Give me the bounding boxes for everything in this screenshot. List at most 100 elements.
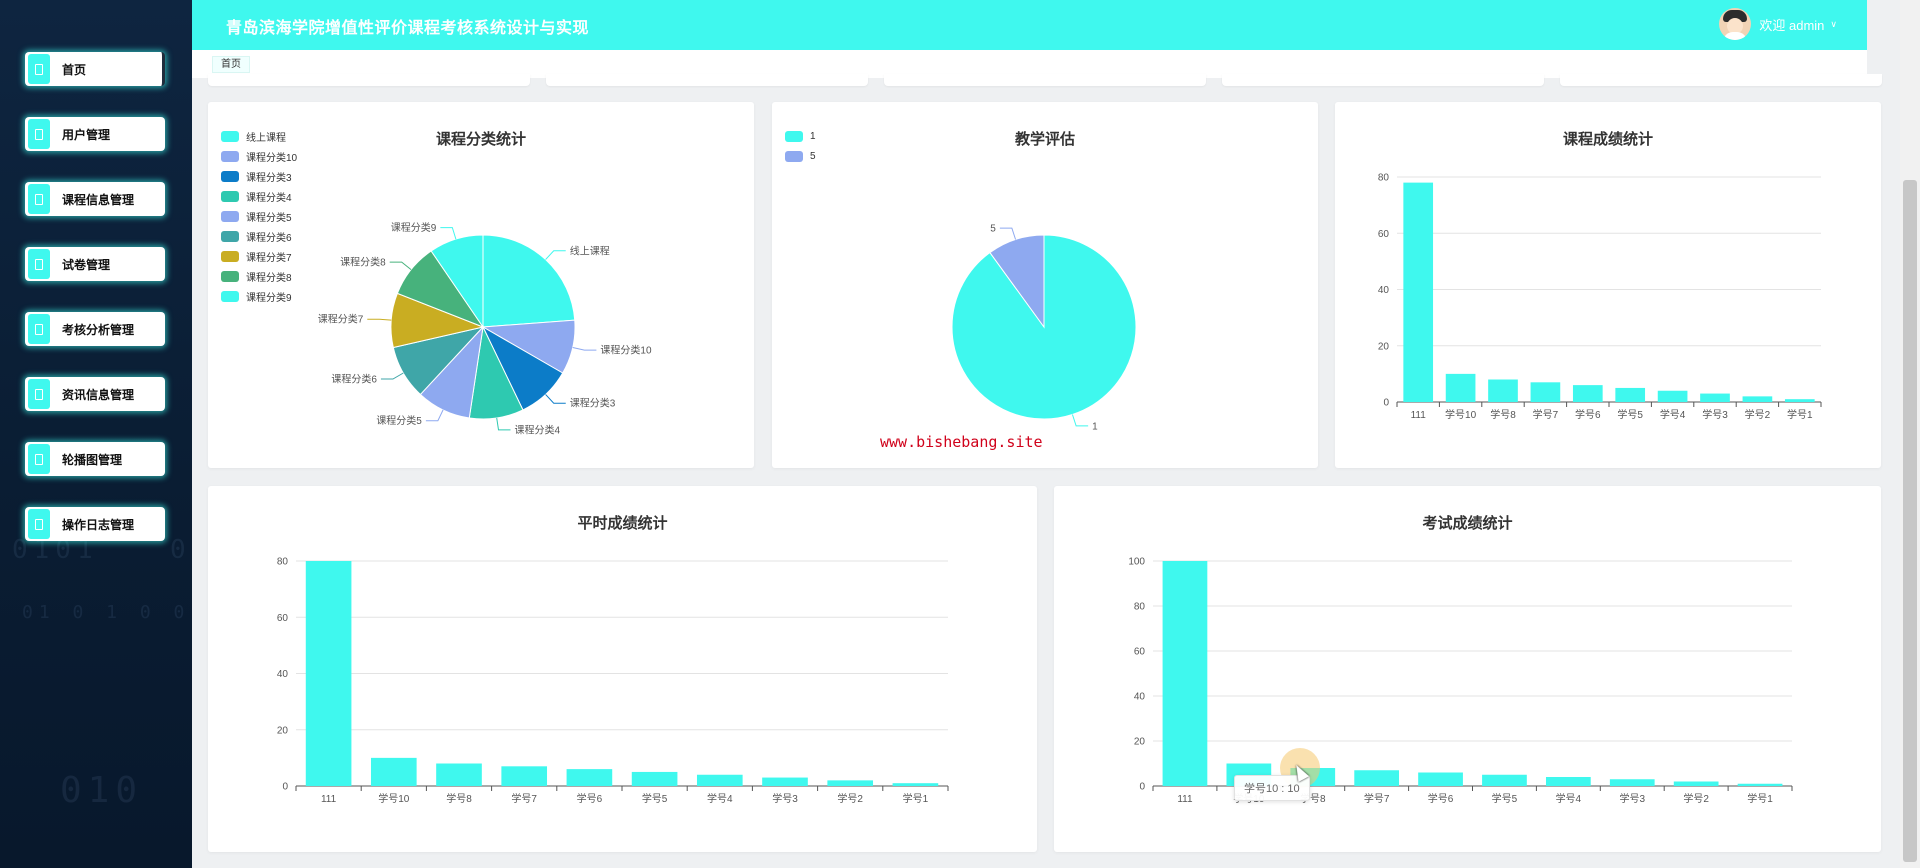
pie-slice[interactable] [430, 234, 484, 329]
sidebar-item-label: 试卷管理 [62, 257, 111, 272]
y-tick-label: 40 [277, 669, 289, 680]
x-tick-label: 学号3 [772, 792, 798, 805]
carousel-icon [28, 444, 50, 474]
analysis-icon [28, 314, 50, 344]
legend-label: 课程分类10 [246, 152, 298, 164]
sidebar-item-analysis[interactable]: 考核分析管理 [25, 312, 165, 346]
sidebar-item-courses[interactable]: 课程信息管理 [25, 182, 165, 216]
legend-swatch [221, 290, 239, 302]
sidebar-item-logs[interactable]: 操作日志管理 [25, 507, 165, 541]
bar[interactable] [1162, 561, 1208, 786]
pie-label-line [999, 227, 1017, 240]
bar[interactable] [762, 777, 808, 786]
legend-item[interactable]: 线上课程 [221, 126, 297, 146]
pie-label: 课程分类6 [331, 373, 377, 386]
bar[interactable] [436, 763, 482, 787]
x-tick-label: 学号7 [1533, 408, 1559, 421]
legend-item[interactable]: 课程分类3 [221, 166, 297, 186]
bar[interactable] [1615, 387, 1646, 402]
chart-title: 考试成绩统计 [1422, 515, 1513, 532]
bar[interactable] [892, 783, 939, 786]
news-icon [28, 379, 50, 409]
legend-item[interactable]: 课程分类5 [221, 206, 297, 226]
bar[interactable] [1700, 393, 1730, 402]
stat-card [208, 74, 530, 86]
bar[interactable] [1445, 373, 1476, 402]
legend-item[interactable]: 课程分类6 [221, 226, 297, 246]
legend-item[interactable]: 课程分类9 [221, 286, 297, 306]
y-tick-label: 100 [1128, 557, 1145, 568]
sidebar: 0101 0 01 0 1 0 0 010 首页 用户管理 课程信息管理 试卷管… [0, 0, 192, 868]
y-tick-label: 20 [277, 725, 289, 736]
bar[interactable] [1657, 390, 1688, 402]
y-tick-label: 40 [1134, 692, 1146, 703]
bar[interactable] [696, 774, 743, 786]
page-scrollbar[interactable] [1900, 0, 1920, 868]
pie-label: 课程分类9 [391, 221, 437, 234]
legend-item[interactable]: 课程分类8 [221, 266, 297, 286]
exam-score-panel: 考试成绩统计 020406080100111学号10学号8学号7学号6学号5学号… [1054, 486, 1881, 852]
chevron-down-icon[interactable]: ∨ [1830, 18, 1837, 29]
background-digits: 010 [60, 770, 144, 811]
bar[interactable] [1403, 182, 1434, 402]
bar[interactable] [1545, 777, 1591, 786]
bar[interactable] [566, 769, 613, 786]
sidebar-item-home[interactable]: 首页 [25, 52, 165, 86]
bar[interactable] [1673, 781, 1719, 787]
chart-title: 课程分类统计 [435, 131, 526, 148]
legend-item[interactable]: 课程分类10 [221, 146, 297, 166]
legend-item[interactable]: 课程分类4 [221, 186, 297, 206]
stat-card [884, 74, 1206, 86]
breadcrumb-tab-home[interactable]: 首页 [212, 56, 250, 73]
bar[interactable] [501, 766, 548, 786]
legend-label: 课程分类9 [246, 292, 292, 304]
bar[interactable] [1354, 770, 1400, 786]
bar[interactable] [1572, 385, 1603, 402]
pie-label-line [1071, 414, 1089, 427]
bar[interactable] [1482, 774, 1527, 786]
x-tick-label: 学号5 [1492, 792, 1518, 805]
scrollbar-thumb[interactable] [1903, 180, 1917, 862]
x-tick-label: 111 [1411, 410, 1427, 421]
bar[interactable] [370, 757, 417, 786]
bar[interactable] [631, 771, 678, 786]
sidebar-item-papers[interactable]: 试卷管理 [25, 247, 165, 281]
legend-item[interactable]: 1 [785, 126, 816, 146]
background-digits: 0 [170, 535, 192, 565]
pie-label-line [496, 417, 511, 431]
user-menu[interactable]: 欢迎 admin ∨ [1719, 8, 1837, 40]
x-tick-label: 学号6 [1575, 408, 1601, 421]
sidebar-item-news[interactable]: 资讯信息管理 [25, 377, 165, 411]
bar[interactable] [1530, 382, 1561, 402]
top-header: 青岛滨海学院增值性评价课程考核系统设计与实现 欢迎 admin ∨ [192, 0, 1867, 50]
y-tick-label: 20 [1378, 341, 1390, 352]
avatar[interactable] [1719, 8, 1752, 40]
y-tick-label: 20 [1134, 737, 1146, 748]
pie-label: 线上课程 [570, 244, 610, 257]
pie-label-line [545, 394, 566, 404]
bar[interactable] [1742, 396, 1773, 402]
bar[interactable] [305, 561, 352, 786]
x-tick-label: 学号7 [1364, 792, 1390, 805]
bar[interactable] [1488, 379, 1518, 403]
bar[interactable] [1418, 772, 1463, 787]
x-tick-label: 学号10 [1445, 408, 1477, 421]
sidebar-item-label: 用户管理 [62, 127, 111, 142]
bar[interactable] [1737, 783, 1783, 786]
bar[interactable] [827, 780, 874, 786]
legend-label: 课程分类6 [246, 232, 292, 244]
legend-item[interactable]: 课程分类7 [221, 246, 297, 266]
legend-swatch [221, 250, 239, 262]
legend-item[interactable]: 5 [785, 146, 816, 166]
welcome-text[interactable]: 欢迎 admin [1759, 17, 1825, 33]
sidebar-item-users[interactable]: 用户管理 [25, 117, 165, 151]
pie-slice[interactable] [482, 234, 576, 328]
course-score-panel: 课程成绩统计 0 20 40 60 80 111 学号10 学号8 学号7 学号6 学号5 学号4 学号… [1335, 102, 1881, 468]
sidebar-item-carousel[interactable]: 轮播图管理 [25, 442, 165, 476]
bar[interactable] [1784, 399, 1815, 402]
bar[interactable] [1609, 779, 1655, 786]
y-tick-label: 80 [1134, 602, 1146, 613]
legend-swatch [785, 130, 803, 142]
